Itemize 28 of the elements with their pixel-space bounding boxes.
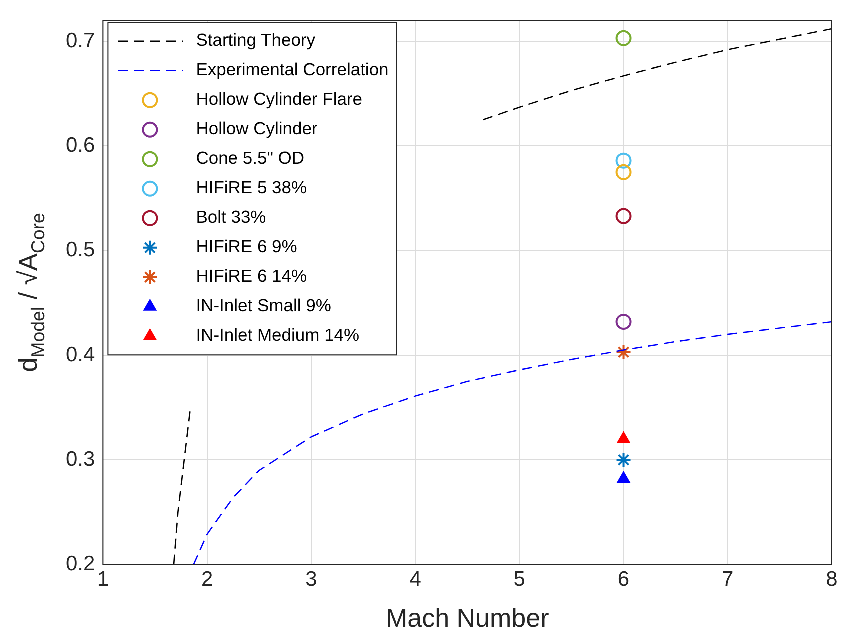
y-tick-label: 0.4 (66, 343, 96, 366)
y-tick-label: 0.2 (66, 552, 96, 576)
x-tick-label: 3 (306, 568, 318, 592)
y-tick-label: 0.7 (66, 29, 96, 52)
x-tick-label: 7 (722, 568, 734, 592)
y-tick-label: 0.5 (66, 238, 96, 262)
legend-label: Starting Theory (196, 30, 316, 50)
x-tick-label: 5 (514, 568, 526, 592)
legend-label: Bolt 33% (196, 207, 266, 228)
legend-label: Experimental Correlation (196, 60, 389, 80)
legend-label: HIFiRE 6 9% (196, 236, 298, 257)
legend-label: IN-Inlet Small 9% (196, 296, 332, 316)
legend-label: Hollow Cylinder (196, 118, 318, 139)
legend-label: IN-Inlet Medium 14% (196, 325, 360, 346)
y-tick-label: 0.6 (66, 134, 96, 157)
x-tick-label: 4 (410, 568, 422, 592)
legend-label: Hollow Cylinder Flare (196, 89, 363, 110)
y-tick-label: 0.3 (66, 448, 96, 471)
x-tick-label: 6 (618, 568, 630, 592)
legend-label: HIFiRE 5 38% (196, 178, 308, 198)
y-axis-title: dModel / √ACore (13, 213, 48, 372)
legend-label: Cone 5.5" OD (196, 148, 305, 168)
x-axis-title: Mach Number (386, 603, 550, 634)
line-series (193, 321, 832, 565)
legend-label: HIFiRE 6 14% (196, 266, 308, 286)
x-tick-label: 2 (201, 568, 214, 592)
x-tick-label: 1 (97, 568, 110, 592)
x-tick-label: 8 (826, 568, 838, 592)
